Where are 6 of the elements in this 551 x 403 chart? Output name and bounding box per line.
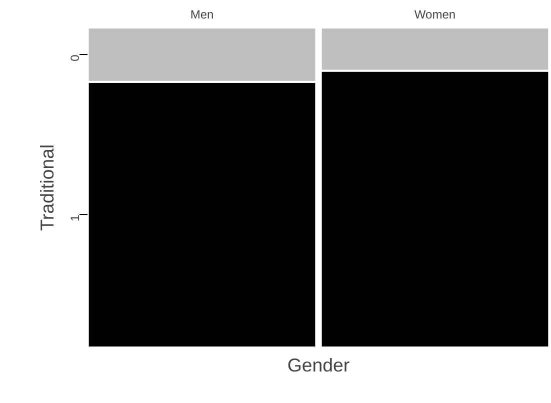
- x-tick-label: Women: [414, 8, 456, 22]
- text: 1: [68, 214, 82, 222]
- x-tick-label: Men: [190, 8, 214, 22]
- x-axis-title: Gender: [287, 354, 350, 376]
- text: 0: [68, 54, 82, 62]
- y-axis-title: Traditional: [36, 144, 58, 231]
